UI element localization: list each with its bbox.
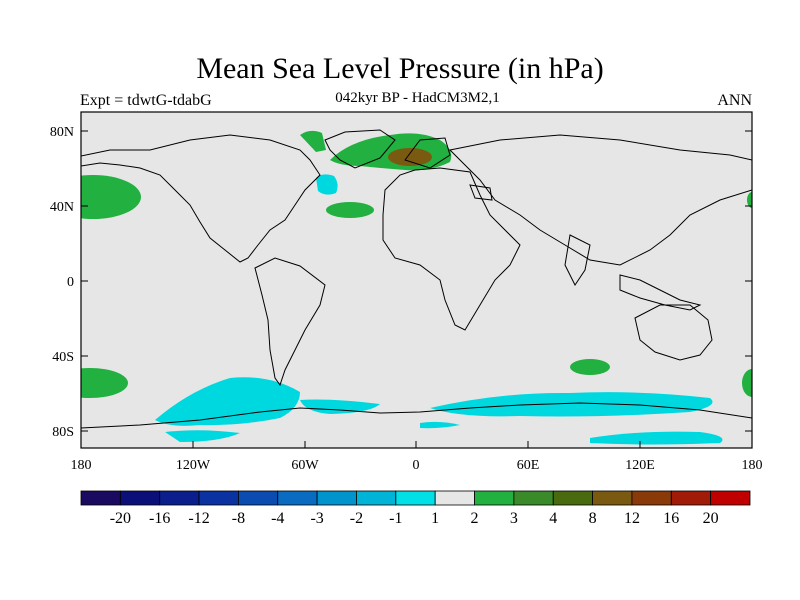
colorbar bbox=[80, 490, 751, 506]
colorbar-swatch bbox=[513, 490, 554, 506]
colorbar-swatch bbox=[670, 490, 712, 506]
colorbar-swatch bbox=[395, 490, 436, 506]
lat-tick-marks bbox=[81, 130, 752, 432]
lon-label: 120W bbox=[176, 458, 211, 473]
colorbar-swatch bbox=[198, 490, 239, 506]
colorbar-swatch bbox=[474, 490, 515, 506]
north-pacific-positive-anomaly bbox=[81, 175, 141, 219]
colorbar-swatch bbox=[710, 490, 751, 506]
arctic-positive-anomaly-west bbox=[300, 130, 326, 152]
colorbar-swatch bbox=[631, 490, 672, 506]
colorbar-label: -4 bbox=[271, 510, 284, 527]
subtitle-label: 042kyr BP - HadCM3M2,1 bbox=[335, 90, 500, 106]
lon-tick-labels: 180 120W 60W 0 60E 120E 180 bbox=[71, 458, 763, 473]
south-pacific-positive-anomaly-east bbox=[742, 369, 752, 397]
colorbar-label: -8 bbox=[232, 510, 245, 527]
colorbar-label: 16 bbox=[663, 510, 679, 527]
colorbar-swatch bbox=[592, 490, 633, 506]
colorbar-label: 8 bbox=[589, 510, 597, 527]
nordic-seas-high-anomaly bbox=[388, 148, 432, 166]
colorbar-label: 2 bbox=[471, 510, 479, 527]
labrador-sea-negative-anomaly bbox=[316, 174, 338, 195]
colorbar-swatch bbox=[159, 490, 200, 506]
lat-label: 40N bbox=[50, 200, 74, 215]
colorbar-swatch bbox=[119, 490, 161, 506]
lat-label: 40S bbox=[52, 350, 74, 365]
map-title: Mean Sea Level Pressure (in hPa) bbox=[196, 52, 604, 85]
colorbar-swatch bbox=[356, 490, 397, 506]
colorbar-swatch bbox=[238, 490, 279, 506]
colorbar-label: 20 bbox=[703, 510, 719, 527]
northwest-pacific-positive-anomaly bbox=[747, 192, 752, 208]
colorbar-label: -20 bbox=[110, 510, 131, 527]
colorbar-swatch bbox=[552, 490, 593, 506]
colorbar-label: -2 bbox=[350, 510, 363, 527]
colorbar-label: 3 bbox=[510, 510, 518, 527]
coastlines bbox=[81, 129, 752, 429]
colorbar-swatch bbox=[80, 490, 121, 506]
colorbar-label: 1 bbox=[431, 510, 439, 527]
colorbar-swatch bbox=[277, 490, 318, 506]
southern-ocean-negative-anomaly bbox=[430, 392, 713, 417]
lat-label: 0 bbox=[67, 275, 74, 290]
south-indian-positive-anomaly bbox=[570, 359, 610, 375]
colorbar-label: -16 bbox=[149, 510, 170, 527]
antarctic-negative-anomaly-west bbox=[165, 430, 240, 442]
mid-atlantic-positive-anomaly bbox=[326, 202, 374, 218]
lat-tick-labels: 80N 40N 0 40S 80S bbox=[50, 125, 74, 440]
lon-label: 180 bbox=[742, 458, 763, 473]
lon-label: 60E bbox=[517, 458, 540, 473]
lon-label: 0 bbox=[413, 458, 420, 473]
south-pacific-positive-anomaly-west bbox=[81, 368, 128, 398]
southeast-pacific-negative-anomaly bbox=[155, 377, 300, 426]
lon-label: 180 bbox=[71, 458, 92, 473]
colorbar-labels: -20 -16 -12 -8 -4 -3 -2 -1 1 2 3 4 8 12 16 20 bbox=[110, 510, 719, 527]
season-label: ANN bbox=[717, 92, 752, 109]
lon-label: 120E bbox=[625, 458, 655, 473]
colorbar-label: 4 bbox=[549, 510, 557, 527]
colorbar-label: -1 bbox=[389, 510, 402, 527]
colorbar-label: -3 bbox=[310, 510, 323, 527]
weddell-negative-anomaly bbox=[420, 421, 460, 429]
colorbar-label: 12 bbox=[624, 510, 640, 527]
experiment-label: Expt = tdwtG-tdabG bbox=[80, 92, 212, 109]
colorbar-label: -12 bbox=[188, 510, 209, 527]
south-atlantic-negative-anomaly bbox=[300, 399, 380, 414]
lat-label: 80S bbox=[52, 425, 74, 440]
colorbar-swatch bbox=[316, 490, 357, 506]
lon-label: 60W bbox=[291, 458, 319, 473]
lon-tick-marks bbox=[80, 441, 641, 448]
lat-label: 80N bbox=[50, 125, 74, 140]
colorbar-swatch bbox=[434, 490, 475, 506]
pressure-anomaly-fields bbox=[81, 130, 752, 445]
antarctic-negative-anomaly-east bbox=[590, 431, 723, 445]
